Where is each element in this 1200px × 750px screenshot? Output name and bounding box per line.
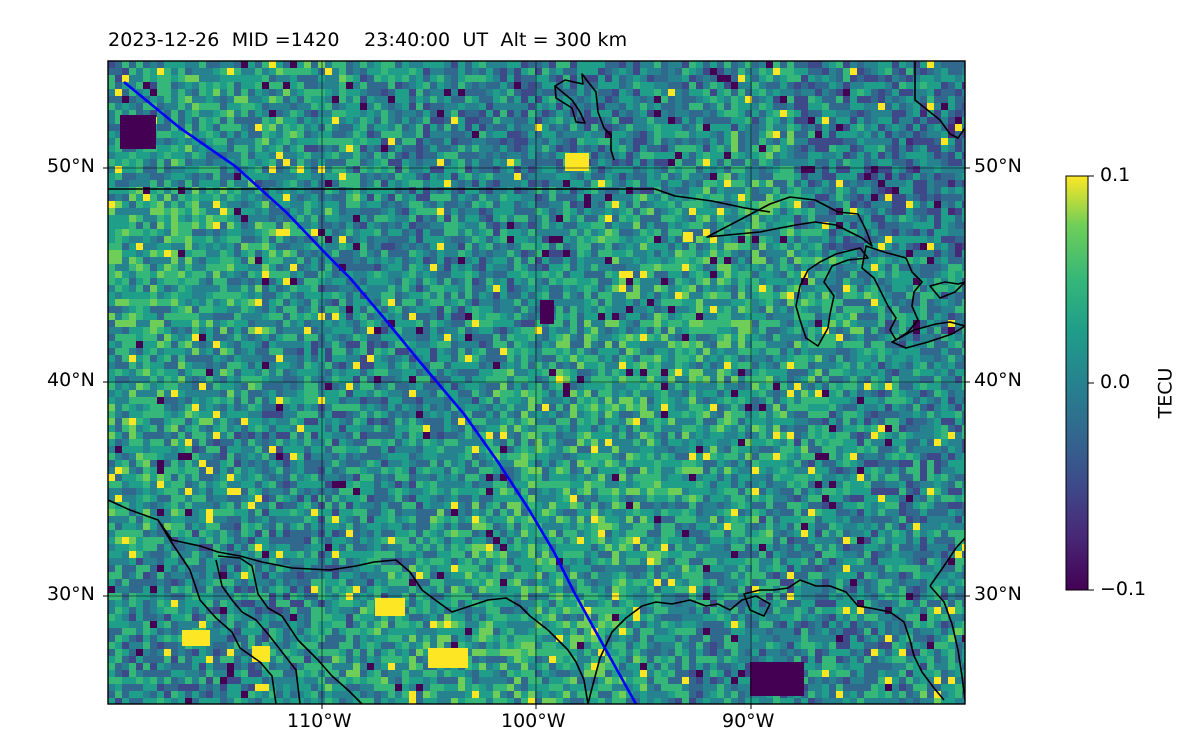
baja-west-coast — [215, 559, 301, 704]
lat-label-50-left: 50°N — [47, 155, 95, 177]
florida-west-coast — [929, 585, 965, 701]
lat-label-40-right: 40°N — [974, 369, 1022, 391]
east-coast-north — [914, 61, 965, 139]
lake-erie — [891, 321, 965, 349]
colorbar-ticks — [1088, 175, 1094, 591]
title-mid: MID =1420 — [231, 29, 340, 51]
plot-title: 2023-12-26 MID =1420 23:40:00 UT Alt = 3… — [108, 29, 627, 51]
title-altitude: Alt = 300 km — [500, 29, 628, 51]
lake-superior — [706, 196, 873, 247]
hudson-bay-island — [554, 85, 586, 124]
lake-ontario — [929, 281, 965, 299]
florida-coast — [929, 537, 965, 587]
lat-label-50-right: 50°N — [974, 155, 1022, 177]
lat-label-30-right: 30°N — [974, 583, 1022, 605]
colorbar-title: TECU — [1154, 367, 1177, 419]
satellite-track — [123, 80, 638, 704]
lon-label-90: 90°W — [722, 710, 775, 732]
colorbar — [1065, 175, 1089, 591]
lat-label-40-left: 40°N — [47, 369, 95, 391]
lake-huron — [861, 245, 923, 341]
baja-peninsula — [157, 519, 277, 704]
lon-label-100: 100°W — [501, 710, 566, 732]
hudson-bay-coast — [554, 73, 615, 161]
lat-label-30-left: 30°N — [47, 583, 95, 605]
lake-michigan — [795, 247, 869, 347]
title-date: 2023-12-26 — [108, 29, 220, 51]
texas-gulf-coast — [587, 579, 945, 704]
colorbar-tick-max: 0.1 — [1100, 164, 1131, 186]
coastlines-borders — [108, 61, 965, 704]
tec-map-cells — [108, 61, 965, 704]
colorbar-tick-zero: 0.0 — [1100, 371, 1131, 393]
map-ticks — [103, 167, 970, 709]
colorbar-tick-min: −0.1 — [1100, 578, 1147, 600]
title-time: 23:40:00 UT — [364, 29, 489, 51]
graticule — [108, 61, 965, 704]
lon-label-110: 110°W — [287, 710, 352, 732]
gulf-coast-mexico — [108, 499, 589, 704]
gulf-of-california — [217, 555, 363, 704]
border-us-canada — [108, 188, 771, 213]
